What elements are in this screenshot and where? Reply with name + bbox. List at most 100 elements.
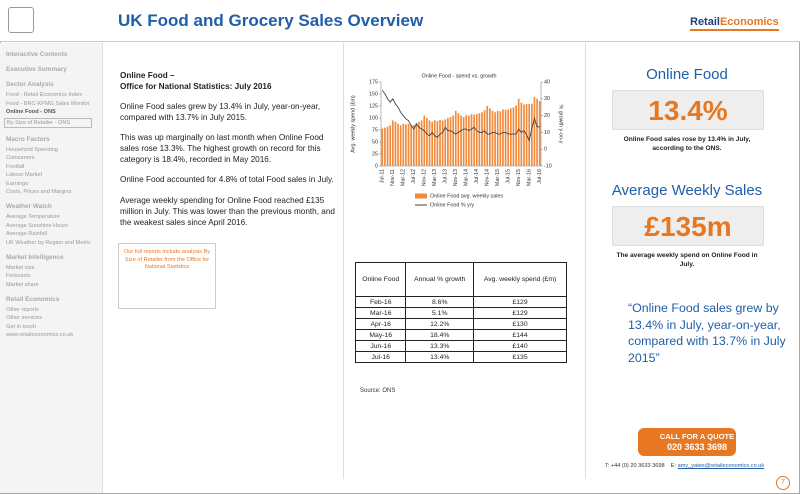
y-tick-label: 150 [369, 91, 378, 97]
bar [509, 108, 512, 166]
bar [449, 117, 452, 166]
nav-item[interactable]: Footfall [6, 163, 25, 170]
app-icon[interactable] [8, 7, 34, 33]
nav-item[interactable]: Forecasts [6, 273, 31, 279]
table-row: Mar-16 5.1% £129 [354, 307, 567, 319]
x-tick-label: Mar-15 [495, 169, 501, 186]
bar [536, 98, 538, 166]
nav-heading[interactable]: Sector Analysis [6, 81, 54, 88]
nav-item[interactable]: Earnings [6, 180, 29, 187]
quote: “Online Food sales grew by 13.4% in July… [628, 301, 786, 366]
nav-heading[interactable]: Macro Factors [6, 135, 50, 143]
highlight-value: £135m [612, 206, 764, 246]
nav-item[interactable]: UK Weather by Region and Metric [6, 239, 91, 246]
nav-item[interactable]: Labour Market [6, 172, 43, 178]
nav-item[interactable]: Other reports [6, 306, 39, 313]
bar [391, 120, 394, 166]
nav-heading[interactable]: Executive Summary [6, 66, 67, 73]
paragraph: Average weekly spending for Online Food … [120, 195, 335, 227]
nav-item[interactable]: Market share [6, 281, 39, 288]
cta-button[interactable]: CALL FOR A QUOTE 020 3633 3698 [638, 428, 736, 456]
bar [452, 115, 454, 166]
bar [420, 120, 423, 166]
cell: 13.3% [405, 340, 475, 352]
cell: £140 [473, 340, 567, 352]
cta-phone: 020 3633 3698 [666, 441, 728, 452]
nav-item[interactable]: Household Spending [6, 146, 58, 153]
nav-item[interactable]: Food - Retail Economics Index [6, 92, 83, 98]
x-tick-label: Mar-14 [464, 169, 470, 186]
y-tick-label: 0 [375, 163, 378, 169]
y2-tick-label: 40 [544, 79, 550, 85]
paragraph: Online Food accounted for 4.8% of total … [120, 175, 334, 185]
cta-text: CALL FOR A QUOTE [659, 432, 735, 441]
email-label: E: [670, 463, 677, 469]
nav-item[interactable]: Consumers [6, 155, 35, 161]
paragraph: Online Food sales grew by 13.4% in July,… [120, 102, 321, 123]
sidebar: Interactive Contents Executive Summary Sec… [0, 43, 103, 493]
bar [502, 109, 504, 166]
x-tick-label: Jul-15 [506, 169, 512, 184]
header [0, 0, 800, 42]
bar [491, 110, 494, 166]
heading-line: Office for National Statistics: July 201… [120, 82, 272, 92]
bar [528, 104, 531, 166]
bar [431, 121, 433, 166]
chart-title: Online Food - spend vs. growth [422, 73, 497, 79]
nav-heading[interactable]: Retail Economics [6, 295, 60, 303]
bar [433, 120, 436, 166]
nav-item[interactable]: Costs, Prices and Margins [6, 189, 72, 195]
x-tick-label: Mar-12 [401, 169, 407, 186]
table-row: Feb-16 8.6% £129 [354, 296, 567, 308]
nav-item[interactable]: By Size of Retailer - ONS [4, 117, 92, 128]
cell: Jun-16 [354, 340, 407, 352]
nav-item[interactable]: Market size [6, 264, 35, 271]
nav-item[interactable]: Get in touch [6, 323, 37, 330]
bar [499, 111, 502, 166]
bar [473, 114, 475, 166]
bar [486, 106, 489, 166]
nav-heading[interactable]: Weather Watch [6, 203, 52, 210]
nav-item[interactable]: Average Sunshine Hours [6, 222, 69, 229]
article-heading: Online Food – Office for National Statist… [120, 70, 335, 92]
email[interactable]: amy_yates@retaileconomics.co.uk [677, 463, 765, 469]
bar [410, 124, 413, 166]
bar [386, 126, 389, 166]
bar [415, 122, 418, 166]
nav-item[interactable]: Other services [6, 315, 43, 321]
nav-item[interactable]: Online Food - ONS [6, 109, 56, 115]
bar [512, 107, 515, 166]
highlight-caption: Online Food sales rose by 13.4% in July,… [623, 136, 751, 152]
y-tick-label: 125 [369, 103, 378, 109]
bar [394, 121, 397, 166]
cell: £130 [473, 318, 567, 330]
bar [533, 96, 536, 166]
bar [454, 110, 457, 166]
nav-item[interactable]: Food - BRC-KPMG Sales Monitor [6, 100, 90, 107]
bar [407, 123, 410, 166]
bar [470, 114, 473, 166]
bar [530, 103, 533, 166]
page-number: 7 [776, 476, 790, 490]
bar [399, 125, 402, 166]
cell: Feb-16 [354, 296, 407, 308]
cell: 18.4% [405, 329, 475, 341]
x-tick-label: Nov-12 [422, 169, 428, 186]
cell: May-16 [354, 329, 407, 341]
x-tick-label: Jul-16 [537, 169, 543, 184]
x-tick-label: Nov-13 [453, 169, 459, 186]
bar [439, 119, 441, 166]
logo[interactable]: RetailEconomics [690, 16, 779, 31]
bar [444, 119, 447, 166]
nav-item[interactable]: Average Rainfall [6, 231, 47, 237]
nav-heading[interactable]: Market Intelligence [6, 253, 64, 261]
y-tick-label: 50 [372, 139, 378, 145]
nav-heading[interactable]: Interactive Contents [6, 51, 68, 58]
nav-item[interactable]: Average Temperature [6, 214, 60, 220]
bar [468, 115, 470, 166]
bar [517, 98, 520, 166]
nav-item[interactable]: www.retaileconomics.co.uk [6, 332, 74, 338]
table-row: Apr-16 12.2% £130 [354, 318, 567, 330]
bar [504, 109, 507, 166]
